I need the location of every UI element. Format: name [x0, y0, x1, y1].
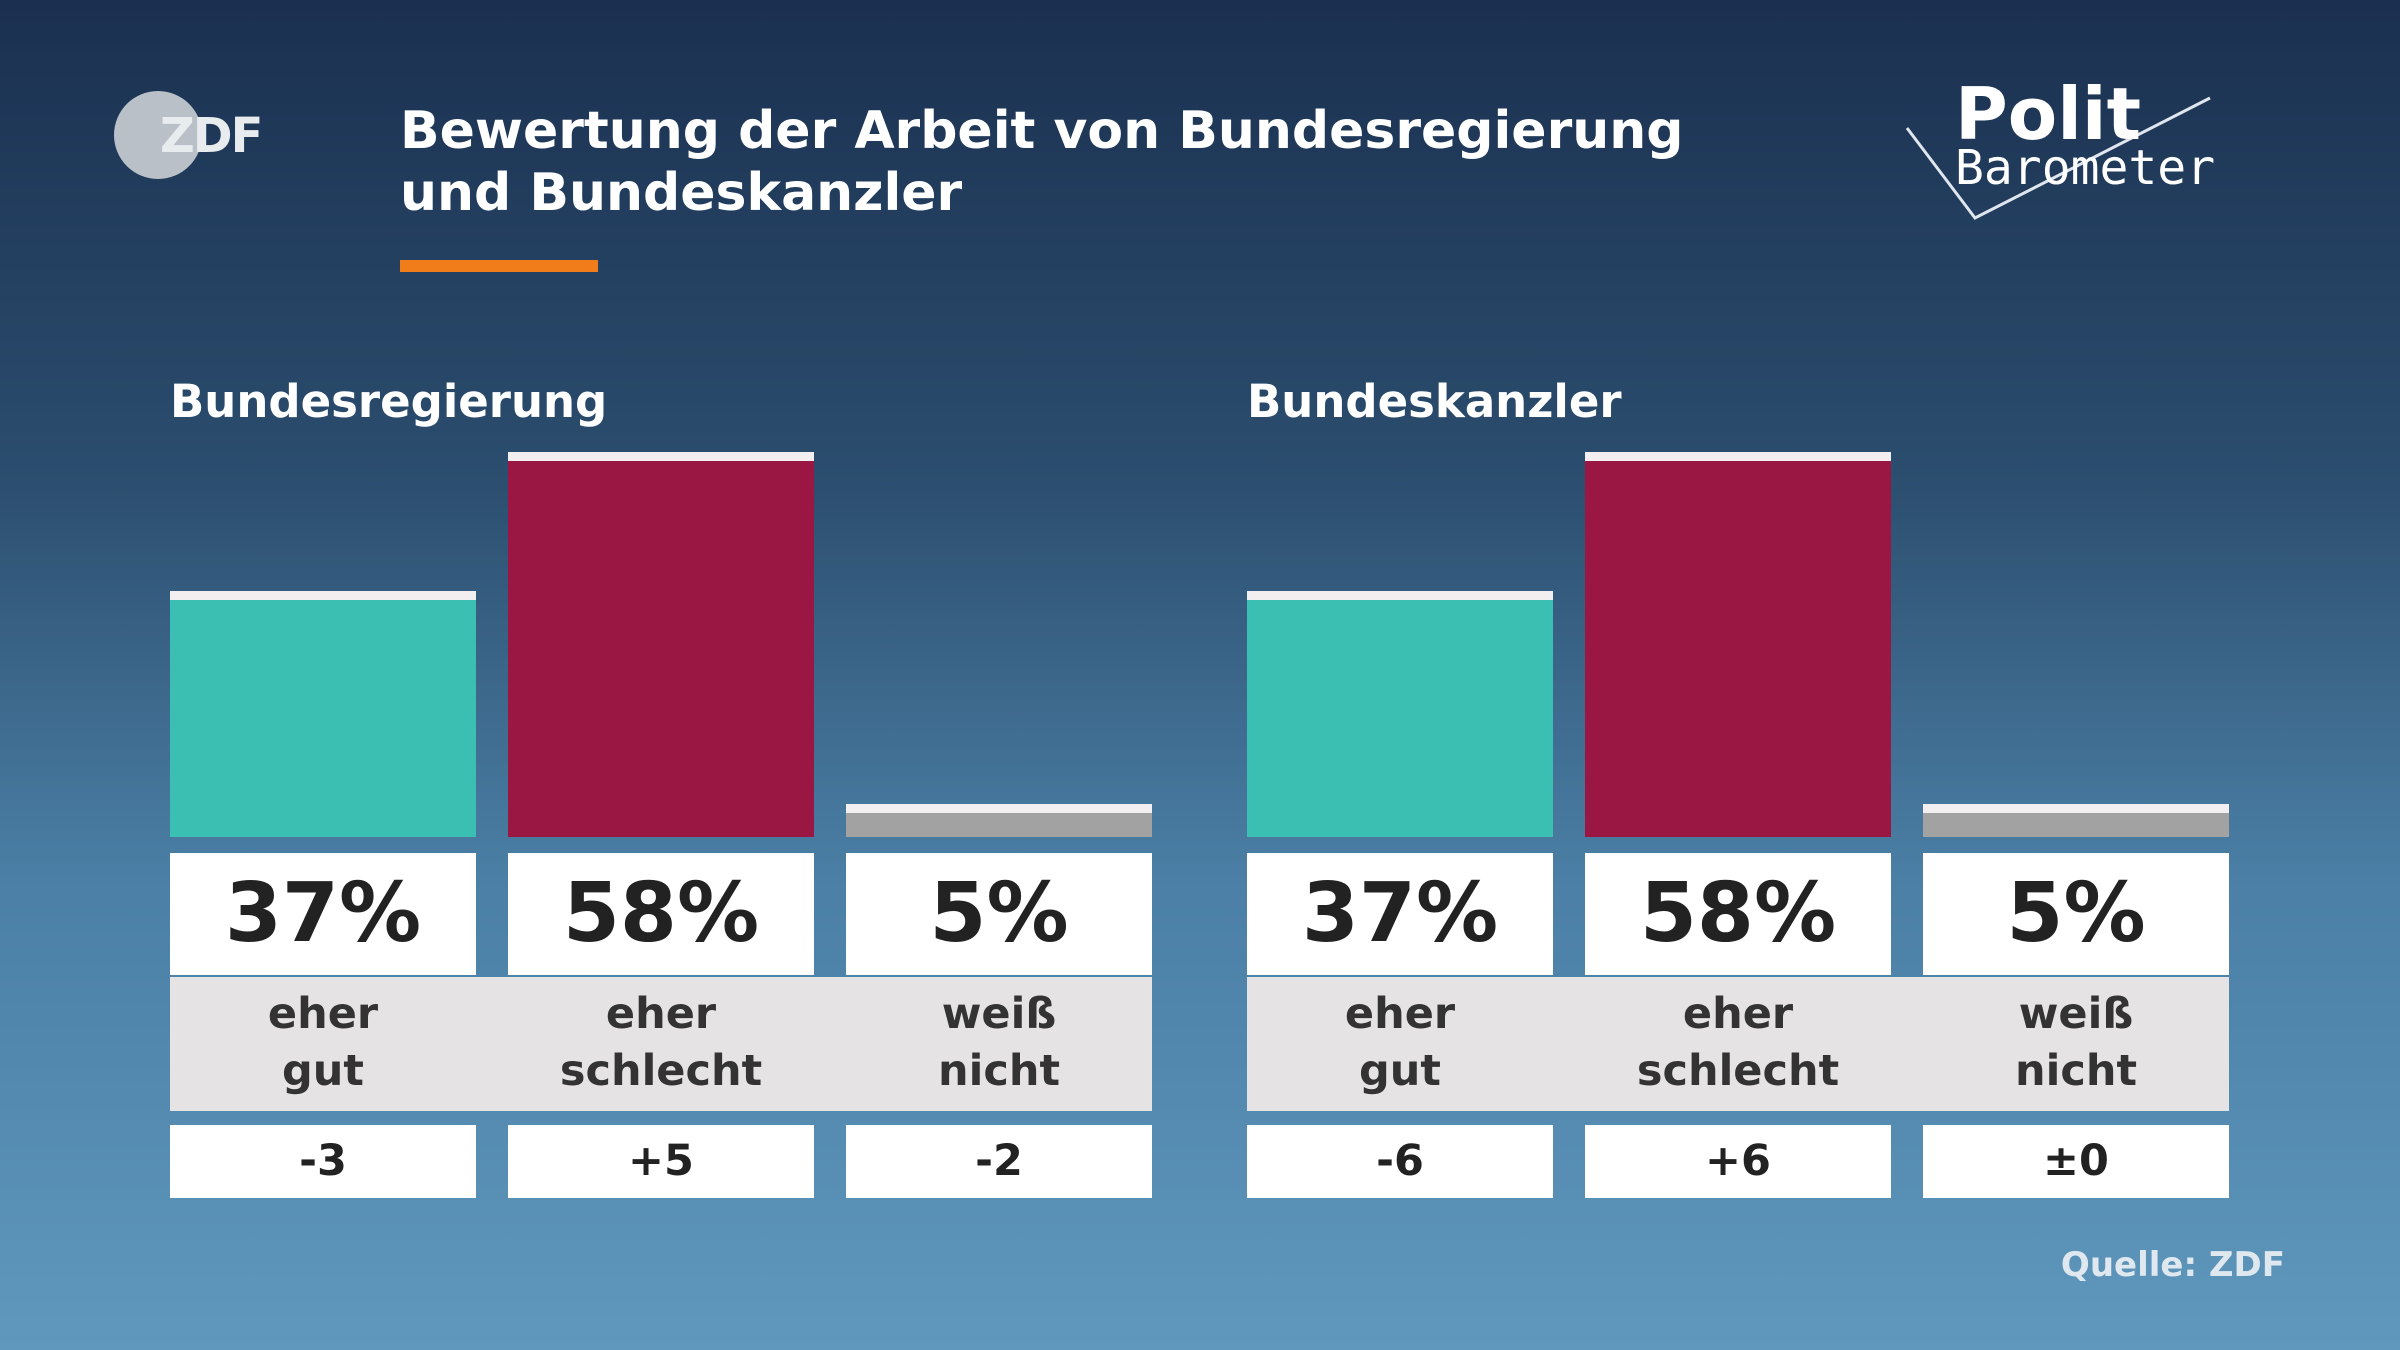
chart-title: Bundesregierung	[170, 375, 608, 428]
label-band	[1247, 977, 2229, 1111]
chart-title: Bundeskanzler	[1247, 375, 1622, 428]
accent-line	[400, 260, 598, 272]
category-text: weiß nicht	[937, 989, 1060, 1096]
change-label: -2	[846, 1125, 1152, 1198]
brand-top: Polit	[1955, 72, 2142, 156]
value-label: 58%	[1585, 853, 1891, 975]
category-label: eher gut	[1247, 986, 1553, 1104]
category-text: weiß nicht	[2014, 989, 2137, 1096]
bar	[1247, 591, 1553, 837]
bar	[846, 803, 1152, 837]
bar	[508, 452, 814, 837]
category-text: eher gut	[267, 989, 379, 1096]
value-label: 5%	[846, 853, 1152, 975]
check-mark	[1905, 96, 2211, 220]
value-label: 37%	[1247, 853, 1553, 975]
category-label: eher gut	[170, 986, 476, 1104]
category-label: eher schlecht	[508, 986, 814, 1104]
bar	[1923, 803, 2229, 837]
category-label: weiß nicht	[1923, 986, 2229, 1104]
title: Bewertung der Arbeit von Bundesregierung…	[400, 101, 1684, 223]
change-label: -3	[170, 1125, 476, 1198]
category-text: eher schlecht	[559, 989, 763, 1096]
change-label: ±0	[1923, 1125, 2229, 1198]
label-band	[170, 977, 1152, 1111]
category-text: eher gut	[1344, 989, 1456, 1096]
category-label: weiß nicht	[846, 986, 1152, 1104]
bar	[1585, 452, 1891, 837]
value-label: 37%	[170, 853, 476, 975]
change-label: +5	[508, 1125, 814, 1198]
bar	[170, 591, 476, 837]
change-label: -6	[1247, 1125, 1553, 1198]
logo-circle	[114, 91, 202, 179]
category-label: eher schlecht	[1585, 986, 1891, 1104]
category-text: eher schlecht	[1636, 989, 1840, 1096]
value-label: 5%	[1923, 853, 2229, 975]
logo: ZDF	[160, 108, 263, 164]
change-label: +6	[1585, 1125, 1891, 1198]
brand-bottom: Barometer	[1955, 140, 2216, 196]
value-label: 58%	[508, 853, 814, 975]
source: Quelle: ZDF	[2060, 1245, 2285, 1285]
